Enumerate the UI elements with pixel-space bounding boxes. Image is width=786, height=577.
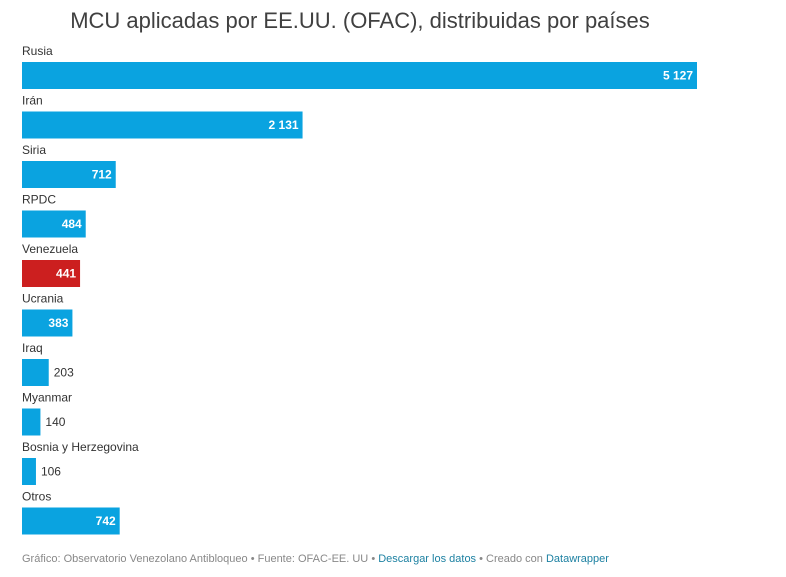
chart-footer: Gráfico: Observatorio Venezolano Antiblo…: [22, 553, 609, 565]
category-label: Bosnia y Herzegovina: [22, 440, 139, 454]
bar: [22, 359, 49, 386]
value-label: 106: [41, 465, 61, 479]
footer-created-with: • Creado con: [476, 553, 546, 565]
bar: [22, 260, 81, 287]
category-label: Otros: [22, 490, 51, 504]
bar: [22, 507, 120, 535]
bar: [22, 458, 36, 485]
category-label: Rusia: [22, 44, 53, 58]
category-label: Irán: [22, 94, 43, 108]
category-label: Venezuela: [22, 242, 78, 256]
value-label: 203: [54, 366, 74, 380]
value-label: 5 127: [663, 69, 693, 83]
value-label: 712: [92, 168, 112, 182]
value-label: 441: [56, 267, 76, 281]
bar: [22, 210, 86, 238]
bar-chart: Rusia 5 127 Irán 2 131 Siria 712 RPDC 484 Venezu…: [22, 44, 697, 535]
footer-separator: •: [368, 553, 379, 565]
value-label: 484: [62, 217, 82, 231]
category-label: Siria: [22, 143, 46, 157]
footer-source: Gráfico: Observatorio Venezolano Antiblo…: [22, 553, 369, 565]
bar: [22, 62, 697, 89]
bar: [22, 161, 116, 188]
bar: [22, 408, 41, 436]
chart-title: MCU aplicadas por EE.UU. (OFAC), distrib…: [70, 8, 650, 33]
category-label: Myanmar: [22, 391, 72, 405]
download-data-link[interactable]: Descargar los datos: [378, 553, 477, 565]
category-label: Ucrania: [22, 292, 64, 306]
bar: [22, 309, 73, 337]
value-label: 2 131: [269, 118, 299, 132]
bar: [22, 111, 303, 139]
datawrapper-link[interactable]: Datawrapper: [545, 553, 609, 565]
category-label: Iraq: [22, 341, 43, 355]
value-label: 140: [45, 415, 65, 429]
value-label: 383: [48, 316, 68, 330]
category-label: RPDC: [22, 193, 56, 207]
value-label: 742: [96, 514, 116, 528]
